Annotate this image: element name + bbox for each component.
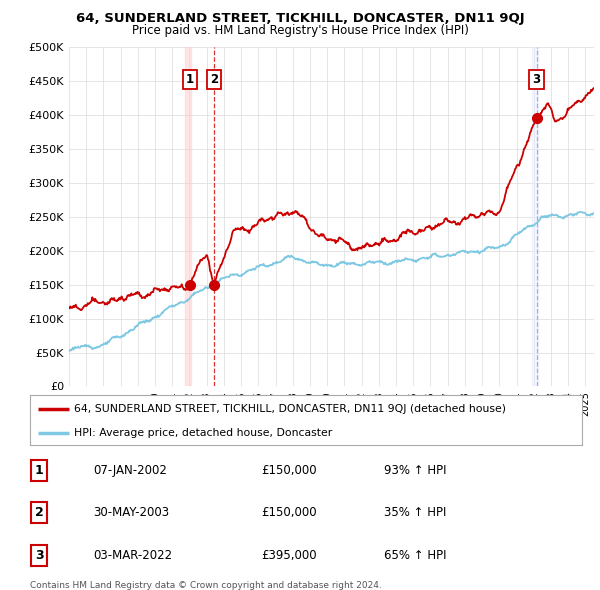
Text: 64, SUNDERLAND STREET, TICKHILL, DONCASTER, DN11 9QJ: 64, SUNDERLAND STREET, TICKHILL, DONCAST… <box>76 12 524 25</box>
Text: 1: 1 <box>35 464 43 477</box>
Text: £150,000: £150,000 <box>261 464 317 477</box>
Text: £395,000: £395,000 <box>261 549 317 562</box>
Text: 1: 1 <box>186 73 194 86</box>
Text: £150,000: £150,000 <box>261 506 317 519</box>
Text: HPI: Average price, detached house, Doncaster: HPI: Average price, detached house, Donc… <box>74 428 332 438</box>
Text: 3: 3 <box>533 73 541 86</box>
Text: 65% ↑ HPI: 65% ↑ HPI <box>384 549 446 562</box>
Text: 64, SUNDERLAND STREET, TICKHILL, DONCASTER, DN11 9QJ (detached house): 64, SUNDERLAND STREET, TICKHILL, DONCAST… <box>74 404 506 414</box>
Text: 30-MAY-2003: 30-MAY-2003 <box>93 506 169 519</box>
Text: 2: 2 <box>210 73 218 86</box>
Text: 03-MAR-2022: 03-MAR-2022 <box>93 549 172 562</box>
Text: 07-JAN-2002: 07-JAN-2002 <box>93 464 167 477</box>
Text: Contains HM Land Registry data © Crown copyright and database right 2024.
This d: Contains HM Land Registry data © Crown c… <box>30 581 382 590</box>
Text: 2: 2 <box>35 506 43 519</box>
Text: 3: 3 <box>35 549 43 562</box>
Bar <box>532 47 538 386</box>
Text: 35% ↑ HPI: 35% ↑ HPI <box>384 506 446 519</box>
Bar <box>185 47 191 386</box>
Text: Price paid vs. HM Land Registry's House Price Index (HPI): Price paid vs. HM Land Registry's House … <box>131 24 469 37</box>
Text: 93% ↑ HPI: 93% ↑ HPI <box>384 464 446 477</box>
